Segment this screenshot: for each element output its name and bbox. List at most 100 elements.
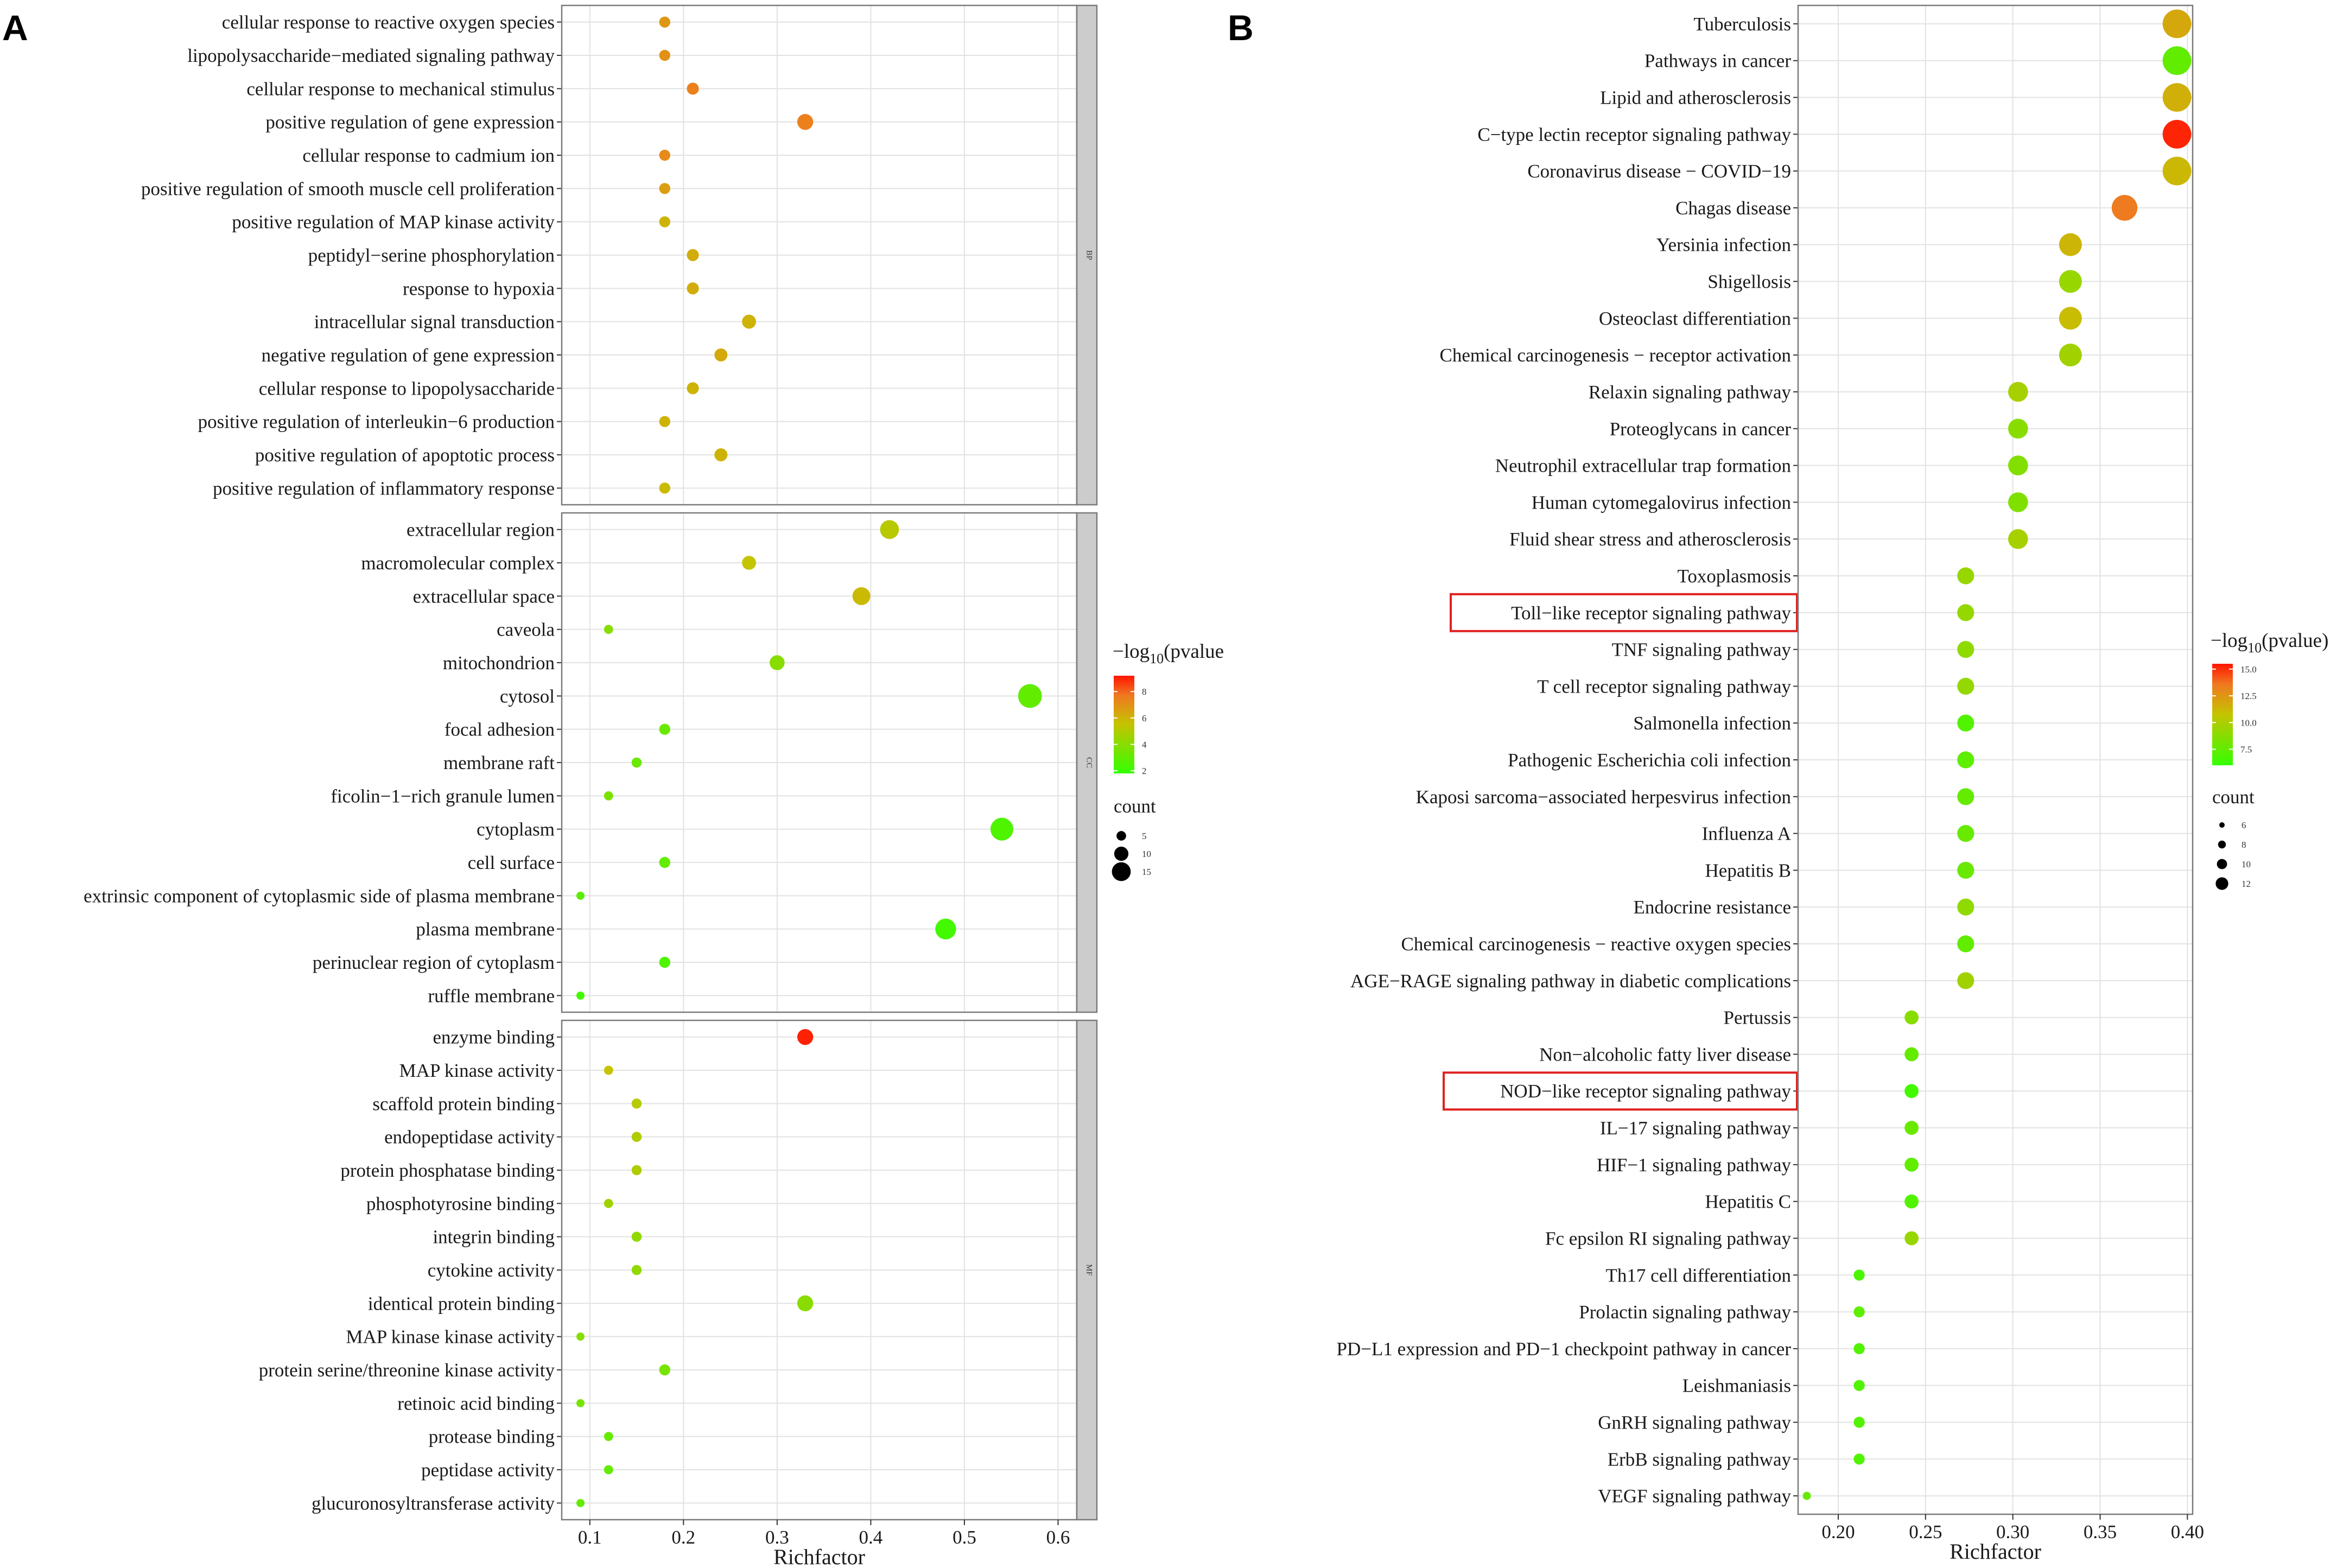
y-tick-label: Endocrine resistance <box>1633 897 1791 918</box>
point-kaposi-sarcoma-associated-herpesvirus-infection <box>1957 788 1974 805</box>
y-tick-label: Pathogenic Escherichia coli infection <box>1508 750 1791 771</box>
facet-strip-label: CC <box>1085 757 1094 768</box>
x-tick-label: 0.2 <box>671 1527 695 1548</box>
y-tick-label: Pathways in cancer <box>1644 50 1792 72</box>
facet-strip <box>1076 1019 1098 1521</box>
point-tnf-signaling-pathway <box>1957 640 1974 658</box>
point-age-rage-signaling-pathway-in-diabetic-complications <box>1957 972 1974 989</box>
y-tick-label: identical protein binding <box>368 1293 555 1314</box>
point-extracellular-region <box>880 520 899 539</box>
point-cellular-response-to-mechanical-stimulus <box>687 82 699 95</box>
y-tick-label: Chemical carcinogenesis − receptor activ… <box>1439 345 1791 366</box>
point-negative-regulation-of-gene-expression <box>714 348 728 361</box>
highlight-box <box>1450 593 1798 632</box>
y-tick-label: Leishmaniasis <box>1682 1375 1791 1396</box>
legend-size-title: count <box>1114 796 1156 817</box>
y-tick-label: AGE−RAGE signaling pathway in diabetic c… <box>1350 970 1791 992</box>
y-tick-label: Chemical carcinogenesis − reactive oxyge… <box>1401 934 1791 955</box>
point-th17-cell-differentiation <box>1853 1269 1865 1281</box>
point-protein-serine-threonine-kinase-activity <box>659 1364 671 1376</box>
point-hif-1-signaling-pathway <box>1904 1157 1919 1172</box>
point-cellular-response-to-reactive-oxygen-species <box>659 16 671 28</box>
y-tick-label: Coronavirus disease − COVID−19 <box>1527 161 1791 182</box>
point-enzyme-binding <box>797 1029 814 1045</box>
legend-title-sub: 10 <box>1150 651 1164 666</box>
point-influenza-a <box>1957 825 1974 842</box>
y-tick-label: intracellular signal transduction <box>314 312 555 333</box>
legend-size: count 6 8 10 12 <box>2212 786 2255 890</box>
y-tick-label: protein phosphatase binding <box>340 1160 555 1181</box>
y-tick-label: cell surface <box>468 852 555 873</box>
legend-size-label: 8 <box>2242 840 2246 850</box>
y-tick-label: integrin binding <box>433 1227 555 1248</box>
legend-colorbar <box>2212 664 2233 765</box>
point-positive-regulation-of-apoptotic-process <box>714 448 728 461</box>
y-tick-label: TNF signaling pathway <box>1611 639 1791 661</box>
legend-title-part: −log <box>2211 630 2247 652</box>
point-hepatitis-b <box>1957 861 1974 879</box>
y-tick-label: GnRH signaling pathway <box>1598 1412 1791 1433</box>
point-gnrh-signaling-pathway <box>1853 1417 1865 1428</box>
legend-size-key <box>1112 862 1131 881</box>
point-pathogenic-escherichia-coli-infection <box>1957 751 1974 769</box>
legend-colorbar-label: 8 <box>1142 687 1147 697</box>
point-map-kinase-kinase-activity <box>576 1332 585 1341</box>
y-tick-label: Fluid shear stress and atherosclerosis <box>1509 529 1791 550</box>
facet-cc: extracellular region macromolecular compl… <box>84 512 1098 1013</box>
y-tick-label: Shigellosis <box>1707 271 1791 293</box>
point-positive-regulation-of-map-kinase-activity <box>659 216 671 227</box>
panel-letter-a: A <box>2 8 28 48</box>
y-tick-label: Neutrophil extracellular trap formation <box>1495 455 1791 477</box>
y-tick-label: cytosol <box>500 685 555 707</box>
y-tick-label: Hepatitis B <box>1705 860 1791 881</box>
point-chemical-carcinogenesis-reactive-oxygen-species <box>1957 935 1974 953</box>
point-toll-like-receptor-signaling-pathway <box>1957 604 1974 621</box>
x-tick-label: 0.20 <box>1821 1521 1855 1542</box>
legend-size-label: 6 <box>2242 820 2246 830</box>
y-tick-label: cytoplasm <box>477 819 555 840</box>
point-perinuclear-region-of-cytoplasm <box>659 956 671 968</box>
point-pathways-in-cancer <box>2162 46 2192 75</box>
point-cellular-response-to-cadmium-ion <box>659 149 671 161</box>
point-tuberculosis <box>2162 9 2192 39</box>
point-mitochondrion <box>770 655 785 670</box>
legend-colorbar-label: 10.0 <box>2240 718 2257 728</box>
legend-size-key <box>2215 877 2228 890</box>
y-tick-label: enzyme binding <box>433 1027 555 1048</box>
y-tick-label: focal adhesion <box>445 719 555 740</box>
point-extrinsic-component-of-cytoplasmic-side-of-plasma-membrane <box>576 891 585 900</box>
point-prolactin-signaling-pathway <box>1853 1306 1865 1318</box>
y-tick-label: cellular response to lipopolysaccharide <box>259 378 555 399</box>
point-chemical-carcinogenesis-receptor-activation <box>2059 344 2082 367</box>
legend-color: −log10(pvalue 2 4 6 8 <box>1113 640 1224 776</box>
point-scaffold-protein-binding <box>631 1099 642 1109</box>
point-peptidase-activity <box>604 1465 613 1475</box>
y-tick-label: glucuronosyltransferase activity <box>312 1493 555 1514</box>
y-tick-label: Pertussis <box>1724 1007 1791 1029</box>
y-tick-label: Chagas disease <box>1675 198 1791 219</box>
y-tick-label: endopeptidase activity <box>384 1127 555 1148</box>
legend-size-key <box>2219 822 2225 828</box>
y-tick-label: Salmonella infection <box>1633 713 1791 734</box>
y-tick-label: positive regulation of gene expression <box>265 112 555 133</box>
facet-mf: enzyme binding MAP kinase activity scaffol… <box>259 1019 1098 1521</box>
point-positive-regulation-of-smooth-muscle-cell-proliferation <box>659 183 671 194</box>
point-lipopolysaccharide-mediated-signaling-pathway <box>659 49 671 61</box>
point-c-type-lectin-receptor-signaling-pathway <box>2162 119 2192 149</box>
point-map-kinase-activity <box>604 1065 613 1075</box>
panel-b: B Tuberculosis Pathways in cancer Lipid and… <box>1228 4 2328 1564</box>
legend-size-label: 5 <box>1142 831 1147 841</box>
point-positive-regulation-of-interleukin-6-production <box>659 416 671 427</box>
legend-size-label: 15 <box>1142 867 1151 877</box>
y-tick-label: PD−L1 expression and PD−1 checkpoint pat… <box>1337 1338 1792 1360</box>
point-focal-adhesion <box>659 723 671 735</box>
legend-size-label: 10 <box>2242 859 2251 869</box>
point-endocrine-resistance <box>1957 898 1974 916</box>
legend-size-key <box>2218 840 2226 849</box>
x-tick-label: 0.3 <box>765 1527 789 1548</box>
y-tick-label: cellular response to mechanical stimulus <box>246 78 555 99</box>
y-tick-label: HIF−1 signaling pathway <box>1597 1154 1792 1176</box>
y-tick-label: ficolin−1−rich granule lumen <box>331 785 555 807</box>
